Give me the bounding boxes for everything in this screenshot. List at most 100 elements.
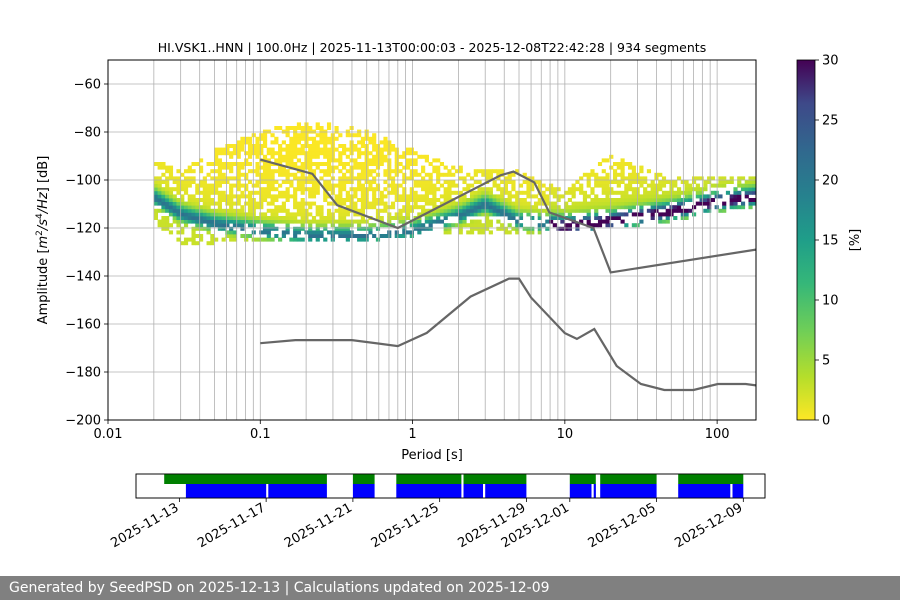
heatmap-cell [360, 237, 365, 242]
heatmap-cell [609, 223, 614, 228]
heatmap-cell [266, 176, 271, 181]
heatmap-cell [353, 133, 358, 138]
heatmap-cell [473, 205, 478, 210]
heatmap-cell [597, 201, 603, 206]
heatmap-cell [360, 176, 365, 181]
heatmap-cell [191, 237, 196, 242]
heatmap-cell [311, 230, 317, 235]
heatmap-cell [319, 219, 324, 224]
heatmap-cell [217, 165, 222, 170]
heatmap-cell [293, 147, 298, 152]
heatmap-cell [515, 208, 520, 213]
heatmap-cell [251, 208, 256, 213]
heatmap-cell [285, 151, 290, 156]
heatmap-cell [244, 212, 249, 217]
heatmap-cell [620, 180, 625, 184]
heatmap-cell [274, 234, 279, 238]
heatmap-cell [247, 234, 253, 238]
heatmap-cell [469, 176, 475, 181]
heatmap-cell [153, 198, 158, 202]
heatmap-cell [466, 223, 471, 228]
heatmap-cell [616, 205, 621, 210]
heatmap-cell [432, 198, 437, 202]
heatmap-cell [458, 208, 463, 213]
heatmap-cell [582, 208, 588, 213]
heatmap-cell [375, 147, 381, 152]
heatmap-cell [609, 212, 614, 217]
heatmap-cell [650, 201, 655, 206]
heatmap-cell [281, 147, 286, 152]
heatmap-cell [206, 205, 211, 210]
heatmap-cell [707, 194, 712, 199]
heatmap-cell [564, 226, 569, 231]
heatmap-cell [210, 234, 215, 238]
heatmap-cell [605, 180, 610, 184]
heatmap-cell [157, 165, 162, 170]
heatmap-cell [515, 219, 520, 224]
heatmap-cell [752, 190, 756, 195]
heatmap-cell [533, 194, 539, 199]
heatmap-cell [315, 234, 320, 238]
heatmap-cell [255, 201, 260, 206]
heatmap-cell [661, 201, 667, 206]
heatmap-cell [247, 201, 253, 206]
heatmap-cell [522, 180, 527, 184]
heatmap-cell [624, 187, 629, 192]
footer-banner: Generated by SeedPSD on 2025-12-13 | Cal… [0, 576, 900, 600]
heatmap-cell [511, 226, 516, 231]
heatmap-cell [620, 162, 625, 166]
heatmap-cell [703, 201, 708, 206]
heatmap-cell [703, 187, 708, 192]
heatmap-cell [507, 216, 512, 220]
heatmap-cell [500, 190, 505, 195]
heatmap-cell [270, 208, 275, 213]
heatmap-cell [278, 172, 283, 177]
heatmap-cell [443, 208, 448, 213]
heatmap-cell [612, 190, 618, 195]
heatmap-cell [308, 151, 313, 156]
heatmap-cell [413, 219, 418, 224]
heatmap-cell [217, 183, 222, 188]
heatmap-cell [492, 194, 497, 199]
heatmap-cell [323, 223, 328, 228]
heatmap-cell [616, 201, 621, 206]
heatmap-cell [560, 226, 565, 231]
heatmap-cell [740, 201, 746, 206]
heatmap-cell [285, 223, 290, 228]
heatmap-cell [722, 201, 727, 206]
heatmap-cell [571, 208, 576, 213]
heatmap-cell [737, 205, 742, 210]
heatmap-cell [526, 208, 531, 213]
heatmap-cell [507, 190, 512, 195]
heatmap-cell [357, 140, 362, 145]
heatmap-cell [229, 154, 234, 159]
heatmap-cell [620, 158, 625, 163]
heatmap-cell [247, 147, 253, 152]
heatmap-cell [274, 194, 279, 199]
heatmap-cell [308, 136, 313, 141]
heatmap-cell [575, 208, 580, 213]
heatmap-cell [262, 212, 268, 217]
heatmap-cell [436, 158, 441, 163]
heatmap-cell [357, 151, 362, 156]
heatmap-cell [379, 147, 384, 152]
heatmap-cell [688, 190, 693, 195]
heatmap-cell [180, 230, 185, 235]
heatmap-cell [326, 126, 332, 130]
heatmap-cell [488, 201, 493, 206]
heatmap-cell [485, 194, 490, 199]
heatmap-cell [247, 180, 253, 184]
heatmap-cell [515, 169, 520, 174]
heatmap-cell [740, 176, 746, 181]
heatmap-cell [308, 219, 313, 224]
heatmap-cell [496, 183, 501, 188]
heatmap-cell [323, 136, 328, 141]
heatmap-cell [428, 212, 433, 217]
heatmap-cell [187, 212, 192, 217]
timeline-blue-segment [600, 484, 657, 498]
heatmap-cell [300, 212, 305, 217]
heatmap-cell [225, 176, 230, 181]
heatmap-cell [688, 187, 693, 192]
heatmap-cell [729, 176, 734, 181]
x-tick-label: 10 [557, 427, 574, 442]
